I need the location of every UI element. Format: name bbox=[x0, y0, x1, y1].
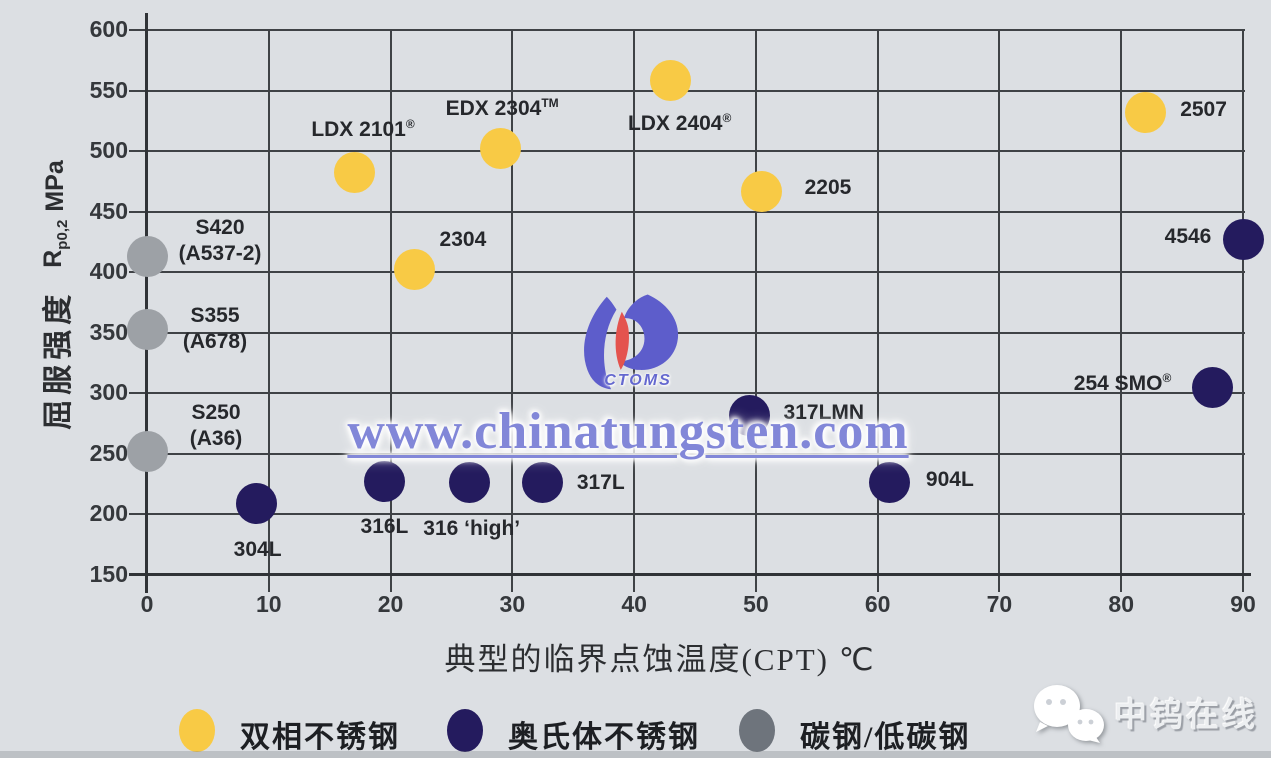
point-label-904L: 904L bbox=[925, 467, 974, 491]
y-tick-label: 500 bbox=[89, 137, 128, 164]
x-axis-title: 典型的临界点蚀温度(CPT) ℃ bbox=[444, 642, 876, 677]
data-point-2304 bbox=[394, 249, 436, 291]
point-label-LDX-2404: LDX 2404® bbox=[627, 110, 732, 135]
x-tick-label: 10 bbox=[255, 591, 282, 617]
x-axis-line bbox=[129, 573, 1251, 576]
ctoms-logo-right-swirl bbox=[618, 294, 679, 370]
data-point-904L bbox=[869, 462, 911, 504]
wechat-icon bbox=[1034, 685, 1104, 743]
data-point-S250-A36- bbox=[126, 430, 168, 472]
data-point-254-SMO bbox=[1192, 366, 1234, 408]
gridline-vertical bbox=[389, 30, 392, 592]
data-point-2507 bbox=[1125, 91, 1167, 133]
y-tick-label: 150 bbox=[89, 561, 128, 587]
y-tick-label: 250 bbox=[89, 439, 128, 466]
x-tick-label: 20 bbox=[377, 591, 404, 617]
brand-badge: 中钨在线 bbox=[1030, 678, 1260, 748]
watermark-text: www.chinatungsten.com bbox=[347, 403, 909, 460]
x-tick-label: 50 bbox=[743, 591, 769, 617]
legend-label-0: 双相不锈钢 bbox=[240, 721, 400, 754]
x-tick-label: 60 bbox=[864, 591, 891, 617]
x-tick-label: 80 bbox=[1108, 591, 1135, 617]
ctoms-logo-flame bbox=[615, 311, 629, 370]
data-point-304L bbox=[236, 483, 278, 525]
gridline-vertical bbox=[1242, 30, 1244, 592]
point-label-317LMN: 317LMN bbox=[783, 401, 865, 425]
gridline-horizontal bbox=[129, 452, 1245, 455]
gridline-horizontal bbox=[129, 513, 1245, 516]
legend-swatch-2 bbox=[739, 709, 775, 752]
point-label-316-high-: 316 ‘high’ bbox=[423, 516, 521, 540]
data-point-4546 bbox=[1222, 219, 1264, 261]
legend-label-1: 奥氏体不锈钢 bbox=[508, 721, 700, 754]
point-label-304L: 304L bbox=[233, 537, 282, 561]
gridline-vertical bbox=[876, 30, 879, 592]
gridline-vertical bbox=[1120, 30, 1123, 592]
x-tick-label: 70 bbox=[986, 591, 1013, 617]
point-label-S250-A36-: S250 (A36) bbox=[189, 401, 243, 451]
gridline-vertical bbox=[998, 30, 1001, 592]
y-axis-title: 屈服强度 Rp0,2 MPa bbox=[32, 145, 78, 445]
x-tick-label: 90 bbox=[1230, 591, 1256, 617]
brand-name: 中钨在线 bbox=[1114, 696, 1258, 733]
point-label-LDX-2101: LDX 2101® bbox=[311, 116, 415, 141]
data-point-316L bbox=[363, 461, 405, 503]
ctoms-logo-icon bbox=[584, 294, 679, 390]
legend-swatch-0 bbox=[179, 709, 215, 752]
point-label-2304: 2304 bbox=[439, 227, 487, 251]
data-point-S355-A678- bbox=[126, 308, 168, 350]
point-label-EDX-2304: EDX 2304TM bbox=[445, 95, 559, 120]
y-axis-title-symbol: Rp0,2 bbox=[39, 219, 71, 268]
point-label-254-SMO: 254 SMO® bbox=[1073, 371, 1172, 396]
data-point-LDX-2404 bbox=[650, 60, 692, 102]
y-axis-line bbox=[145, 13, 148, 593]
y-tick-label: 300 bbox=[89, 379, 128, 406]
x-tick-label: 30 bbox=[499, 591, 526, 617]
gridline-vertical bbox=[511, 30, 514, 592]
gridline-vertical bbox=[267, 30, 270, 592]
gridline-horizontal bbox=[129, 271, 1245, 274]
data-point-317L bbox=[522, 462, 564, 504]
point-label-317L: 317L bbox=[576, 470, 625, 494]
gridline-horizontal bbox=[129, 29, 1245, 31]
gridline-horizontal bbox=[129, 392, 1245, 395]
point-label-2507: 2507 bbox=[1180, 98, 1227, 122]
point-label-316L: 316L bbox=[360, 514, 409, 538]
y-axis-title-cn: 屈服强度 bbox=[42, 289, 75, 430]
point-label-2205: 2205 bbox=[804, 176, 852, 200]
gridline-horizontal bbox=[129, 331, 1245, 334]
point-label-S420-A537-2-: S420 (A537-2) bbox=[178, 216, 262, 266]
bottom-edge-shadow bbox=[0, 751, 1271, 758]
ctoms-logo-text: CTOMS bbox=[604, 372, 672, 389]
point-label-S355-A678-: S355 (A678) bbox=[182, 304, 248, 354]
gridline-horizontal bbox=[129, 210, 1245, 213]
data-point-EDX-2304 bbox=[479, 128, 521, 170]
gridline-horizontal bbox=[129, 150, 1245, 153]
data-point-2205 bbox=[741, 170, 783, 212]
point-label-4546: 4546 bbox=[1164, 224, 1212, 248]
data-point-LDX-2101 bbox=[333, 152, 375, 194]
legend-swatch-1 bbox=[447, 709, 483, 752]
data-point-317LMN bbox=[729, 394, 771, 436]
y-tick-label: 400 bbox=[89, 258, 128, 285]
gridline-vertical bbox=[754, 30, 757, 592]
x-tick-label: 40 bbox=[621, 591, 647, 617]
legend-label-2: 碳钢/低碳钢 bbox=[800, 721, 971, 754]
data-point-S420-A537-2- bbox=[126, 235, 168, 277]
y-tick-label: 550 bbox=[89, 76, 128, 103]
ctoms-logo-left-petal bbox=[584, 296, 617, 390]
y-tick-label: 350 bbox=[89, 318, 128, 345]
x-tick-label: 0 bbox=[140, 591, 154, 617]
y-tick-label: 600 bbox=[89, 16, 128, 42]
y-tick-label: 200 bbox=[89, 500, 128, 527]
y-axis-title-unit: MPa bbox=[40, 160, 69, 212]
y-tick-label: 450 bbox=[89, 197, 128, 224]
data-point-316-high- bbox=[449, 462, 491, 504]
